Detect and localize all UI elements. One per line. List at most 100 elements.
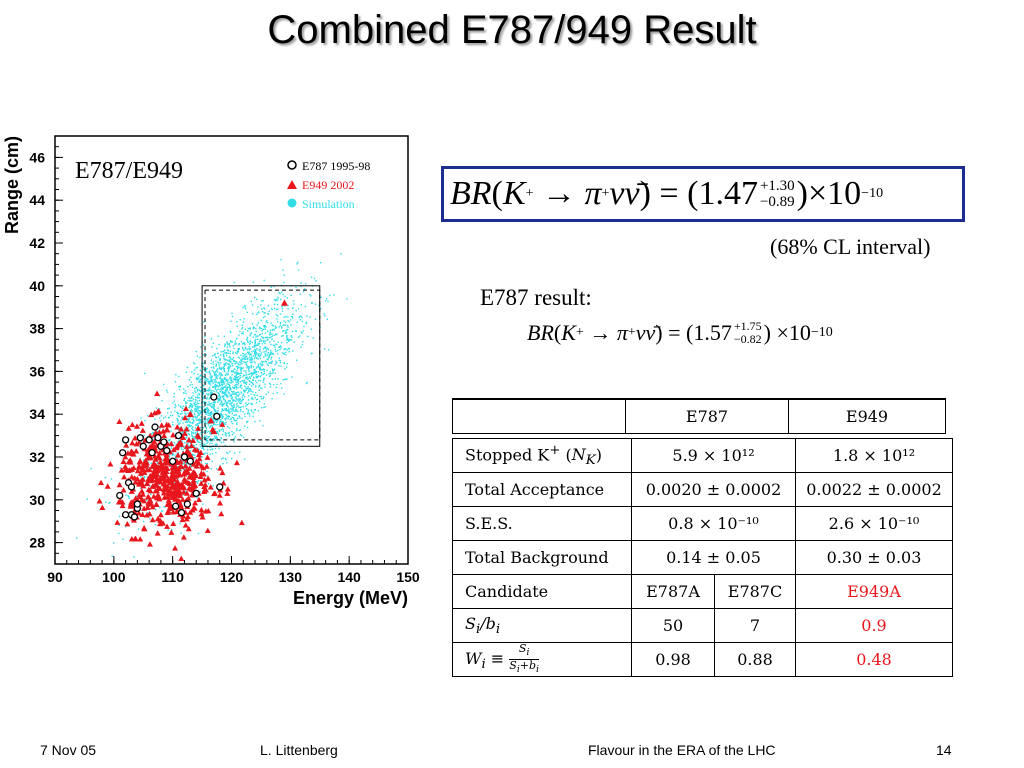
simulation-point	[266, 347, 268, 349]
simulation-point	[241, 398, 244, 401]
simulation-point	[252, 391, 254, 393]
simulation-point	[218, 429, 220, 432]
simulation-point	[251, 372, 253, 374]
simulation-point	[213, 373, 216, 375]
simulation-point	[227, 410, 230, 412]
simulation-point	[247, 387, 250, 390]
simulation-point	[205, 421, 207, 423]
simulation-point	[274, 368, 276, 371]
simulation-point	[195, 419, 198, 421]
footer-page-number: 14	[936, 742, 952, 758]
e949-point	[183, 515, 190, 522]
simulation-point	[200, 406, 202, 408]
simulation-point	[190, 400, 192, 402]
simulation-point	[250, 390, 252, 392]
simulation-point	[265, 349, 268, 351]
simulation-point	[221, 392, 224, 394]
simulation-point	[203, 443, 206, 445]
simulation-point	[262, 316, 265, 319]
e949-point	[148, 411, 155, 418]
simulation-point	[206, 380, 208, 382]
e787-point	[121, 511, 130, 519]
simulation-point	[199, 441, 201, 444]
simulation-point	[259, 338, 262, 341]
simulation-point	[186, 440, 188, 442]
simulation-point	[203, 410, 206, 413]
e949-point	[137, 457, 144, 464]
simulation-point	[180, 406, 182, 408]
simulation-point	[271, 368, 274, 370]
simulation-point	[177, 375, 180, 378]
cell-value: 0.8 × 10⁻¹⁰	[631, 506, 796, 541]
simulation-point	[198, 376, 200, 378]
simulation-point	[209, 402, 211, 405]
e949-point	[200, 471, 207, 477]
simulation-point	[249, 334, 251, 337]
simulation-point	[222, 397, 225, 400]
simulation-point	[248, 369, 250, 371]
e949-point	[180, 534, 187, 540]
e949-point	[150, 460, 157, 466]
simulation-point	[240, 402, 242, 405]
footer-author: L. Littenberg	[260, 742, 338, 758]
cell-value: 0.48	[795, 641, 953, 678]
e949-point	[148, 477, 155, 484]
simulation-point	[226, 395, 229, 398]
simulation-point	[211, 448, 214, 451]
simulation-point	[237, 380, 240, 383]
simulation-point	[241, 324, 244, 326]
simulation-point	[235, 351, 237, 354]
simulation-point	[192, 428, 194, 431]
simulation-point	[197, 532, 200, 535]
simulation-point	[231, 341, 233, 343]
cell-value: 2.6 × 10⁻¹⁰	[795, 506, 953, 541]
simulation-point	[203, 409, 205, 411]
simulation-point	[200, 390, 202, 392]
simulation-point	[257, 312, 259, 314]
simulation-point	[196, 439, 199, 441]
simulation-point	[265, 393, 267, 395]
simulation-point	[220, 395, 222, 398]
simulation-point	[285, 321, 287, 324]
e949-point	[104, 483, 111, 489]
simulation-point	[204, 408, 207, 410]
simulation-point	[245, 372, 247, 374]
simulation-point	[235, 375, 238, 377]
simulation-point	[188, 429, 191, 432]
e949-point	[185, 437, 192, 443]
simulation-point	[162, 417, 165, 419]
simulation-point	[264, 315, 266, 318]
simulation-point	[140, 417, 142, 419]
legend-label-simulation: Simulation	[302, 197, 355, 211]
simulation-point	[275, 298, 277, 301]
simulation-point	[233, 404, 235, 407]
e949-point	[150, 493, 157, 499]
simulation-point	[243, 381, 245, 384]
simulation-point	[202, 363, 205, 365]
simulation-point	[230, 370, 233, 373]
simulation-point	[211, 380, 214, 382]
simulation-point	[265, 350, 267, 353]
cell-value: 5.9 × 10¹²	[631, 438, 796, 473]
simulation-point	[253, 377, 255, 379]
simulation-point	[245, 408, 248, 410]
simulation-point	[142, 520, 145, 523]
simulation-point	[187, 419, 190, 422]
simulation-point	[262, 300, 264, 302]
e949-point	[207, 417, 215, 424]
e949-point	[190, 461, 197, 467]
simulation-point	[190, 440, 192, 442]
simulation-point	[202, 384, 204, 386]
simulation-point	[118, 532, 120, 535]
simulation-point	[245, 402, 247, 404]
simulation-point	[169, 439, 171, 441]
simulation-point	[232, 407, 234, 409]
simulation-point	[205, 408, 208, 410]
simulation-point	[186, 421, 189, 424]
simulation-point	[253, 372, 256, 375]
simulation-point	[222, 409, 225, 412]
e949-point	[149, 463, 156, 469]
simulation-point	[208, 419, 210, 422]
row-label-total-background: Total Background	[452, 540, 632, 575]
simulation-point	[217, 398, 219, 401]
